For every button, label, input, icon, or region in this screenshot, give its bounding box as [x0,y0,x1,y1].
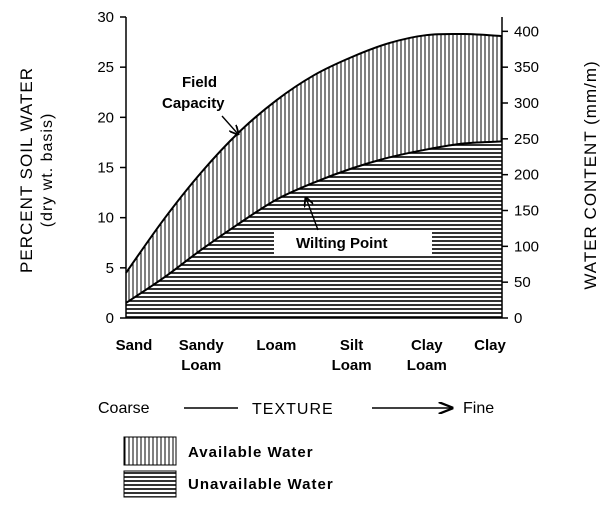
x-category-label: Sand [116,337,153,354]
y2-tick-label: 350 [514,59,539,76]
y2-axis-title: WATER CONTENT (mm/m) [581,60,600,289]
y-tick-label: 5 [106,260,114,277]
y-axis-subtitle: (dry wt. basis) [39,113,56,228]
field-capacity-label-line1: Field [182,74,217,91]
legend-available-swatch [123,436,177,466]
x-category-label: Loam [332,357,372,374]
x-category-label: Silt [340,337,363,354]
field-capacity-arrow [221,115,238,134]
y-tick-label: 30 [97,9,114,26]
field-capacity-line [125,32,503,274]
y-tick-label: 10 [97,210,114,227]
wilting-point-label: Wilting Point [296,235,388,252]
x-category-label: Loam [256,337,296,354]
y2-tick-label: 300 [514,95,539,112]
texture-coarse-label: Coarse [98,400,150,417]
legend: Available Water Unavailable Water [123,436,334,498]
x-category-label: Clay [411,337,443,354]
plot-area: 051015202530050100150200250300350400Sand… [97,9,539,374]
y2-tick-label: 0 [514,310,522,327]
texture-label: TEXTURE [252,401,334,418]
y2-tick-label: 400 [514,23,539,40]
x-category-label: Clay [474,337,506,354]
wilting-point-label-box [274,232,432,254]
y-tick-label: 0 [106,310,114,327]
wilting-point-line [125,140,503,304]
x-category-label: Loam [407,357,447,374]
x-category-label: Sandy [179,337,225,354]
y2-tick-label: 100 [514,238,539,255]
legend-unavailable-label: Unavailable Water [188,476,334,493]
texture-fine-label: Fine [463,400,494,417]
unavailable-water-area [126,141,502,318]
y-tick-label: 15 [97,160,114,177]
legend-available-label: Available Water [188,444,314,461]
y-tick-label: 20 [97,109,114,126]
y-tick-label: 25 [97,59,114,76]
y2-tick-label: 200 [514,167,539,184]
y2-tick-label: 150 [514,203,539,220]
wilting-point-arrow [306,198,319,231]
field-capacity-label-line2: Capacity [162,95,225,112]
legend-unavailable-swatch [123,470,177,498]
y2-tick-label: 50 [514,274,531,291]
x-category-label: Loam [181,357,221,374]
y2-tick-label: 250 [514,131,539,148]
y-axis-title: PERCENT SOIL WATER [17,67,36,273]
